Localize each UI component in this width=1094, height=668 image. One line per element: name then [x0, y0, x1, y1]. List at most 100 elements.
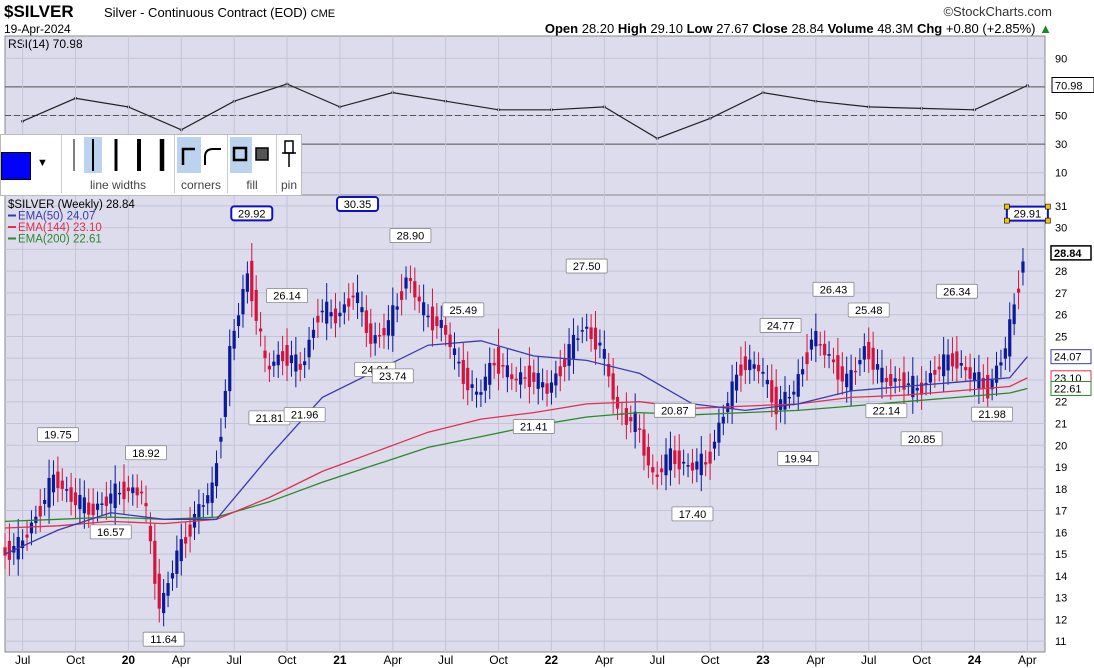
price-annotation-label: 29.92: [238, 208, 266, 220]
chevron-down-icon[interactable]: ▼: [37, 157, 48, 169]
candle-body: [439, 319, 443, 328]
candle-body: [699, 453, 703, 476]
x-tick-label: Jul: [438, 653, 453, 667]
candle-body: [911, 375, 915, 398]
candle-body: [554, 373, 558, 386]
corner-icons[interactable]: [175, 135, 227, 175]
candle-body: [818, 344, 822, 346]
candle-body: [986, 374, 990, 399]
price-annotation-box: [36, 427, 79, 443]
rsi-y-tick-label: 50: [1055, 111, 1067, 123]
candle-body: [990, 379, 994, 390]
candle-body: [329, 312, 333, 317]
candle-body: [871, 347, 875, 370]
candle-body: [836, 355, 840, 380]
line-width-icons[interactable]: [62, 135, 174, 175]
candle-body: [82, 497, 86, 514]
candle-body: [527, 365, 532, 388]
candle-body: [501, 365, 505, 367]
color-swatch[interactable]: [1, 152, 31, 180]
candle-body: [743, 356, 747, 371]
line-width-group: line widths: [62, 135, 175, 193]
price-y-tick-label: 28: [1055, 266, 1067, 278]
candle-body: [920, 382, 924, 395]
x-tick-label: 22: [545, 653, 559, 667]
price-annotation-label: 23.74: [379, 371, 407, 383]
price-y-tick-label: 18: [1055, 484, 1067, 496]
candle-body: [435, 316, 439, 327]
candle-body: [135, 487, 139, 496]
rsi-legend: RSI(14) 70.98: [8, 37, 83, 51]
price-annotation-box: [142, 631, 185, 647]
candle-body: [937, 366, 941, 370]
candle-body: [505, 365, 509, 378]
candle-body: [175, 550, 179, 574]
candle-body: [576, 338, 580, 340]
price-y-tick-label: 13: [1055, 593, 1067, 605]
candle-body: [210, 482, 214, 503]
candle-body: [1008, 319, 1012, 357]
candle-body: [73, 492, 78, 506]
price-annotation-box: [371, 368, 414, 384]
price-annotation-label: 24.77: [767, 320, 795, 332]
candle-body: [65, 489, 69, 491]
candle-body: [201, 505, 205, 507]
candle-body: [250, 260, 254, 302]
candle-body: [677, 450, 681, 470]
candle-body: [787, 396, 792, 399]
candle-body: [104, 496, 108, 507]
candle-body: [179, 539, 183, 562]
fill-icons[interactable]: [228, 135, 276, 175]
candle-body: [858, 360, 862, 365]
pin-icon[interactable]: [277, 135, 301, 175]
candle-body: [514, 378, 518, 381]
price-annotation-box: [935, 283, 978, 299]
price-annotation-box: [89, 524, 132, 540]
candle-body: [660, 468, 664, 473]
candle-body: [770, 380, 774, 403]
candle-body: [589, 327, 593, 340]
rsi-y-tick-label: 30: [1055, 139, 1067, 151]
candle-body: [492, 362, 496, 366]
candle-body: [774, 386, 778, 415]
price-annotation-box: [671, 506, 714, 522]
price-legend-label: $SILVER (Weekly) 28.84: [8, 199, 135, 211]
candle-body: [91, 503, 95, 516]
quote-bar: Open 28.20 High 29.10 Low 27.67 Close 28…: [544, 21, 1052, 36]
price-annotation-label: 21.41: [520, 422, 548, 434]
candle-body: [712, 441, 717, 449]
price-y-tick-label: 11: [1055, 636, 1066, 648]
candle-body: [285, 345, 289, 366]
annotation-toolbar: ▼ line widths corners fill: [0, 134, 302, 196]
x-tick-label: Oct: [66, 653, 85, 667]
price-y-tick-label: 21: [1055, 419, 1067, 431]
x-tick-label: Jul: [226, 653, 241, 667]
candle-body: [144, 503, 148, 507]
x-tick-label: Apr: [383, 653, 402, 667]
price-annotation-box: [266, 288, 308, 304]
candle-body: [695, 461, 699, 470]
ema144-line: [4, 377, 1028, 529]
color-picker[interactable]: ▼: [1, 135, 62, 193]
candle-body: [197, 504, 201, 521]
price-annotation-box: [900, 431, 943, 447]
candle-body: [391, 305, 395, 336]
x-tick-label: 23: [756, 653, 770, 667]
candle-body: [408, 278, 413, 281]
price-y-tick-label: 30: [1055, 223, 1067, 235]
price-y-tick-label: 27: [1055, 288, 1067, 300]
x-tick-label: Apr: [595, 653, 614, 667]
candle-body: [624, 408, 628, 425]
candle-body: [404, 277, 408, 289]
candle-body: [889, 374, 893, 386]
candle-body: [585, 326, 589, 329]
rsi-y-tick-label: 10: [1055, 168, 1067, 180]
candle-body: [607, 363, 611, 377]
candle-body: [355, 292, 360, 304]
candle-body: [69, 487, 73, 502]
candle-body: [263, 350, 267, 359]
candle-body: [298, 363, 302, 370]
candle-body: [78, 494, 82, 510]
candle-body: [893, 378, 897, 382]
chart-header: $SILVER Silver - Continuous Contract (EO…: [0, 0, 1094, 36]
